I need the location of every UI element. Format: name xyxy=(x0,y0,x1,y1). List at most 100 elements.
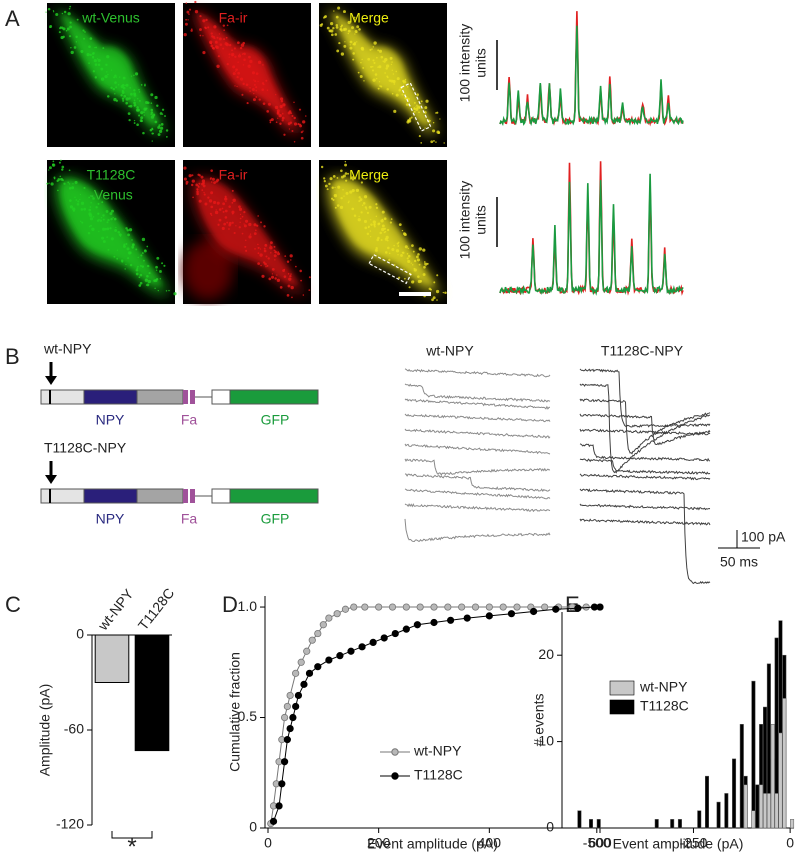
puncta xyxy=(197,173,200,176)
puncta xyxy=(151,140,153,142)
puncta xyxy=(203,193,206,196)
data-point xyxy=(596,603,604,611)
puncta xyxy=(224,42,228,46)
puncta xyxy=(328,182,331,186)
puncta xyxy=(290,112,293,114)
puncta xyxy=(125,83,129,87)
scale-label: 50 ms xyxy=(720,554,758,570)
puncta xyxy=(286,260,290,263)
puncta xyxy=(337,185,341,189)
puncta xyxy=(279,122,282,125)
puncta xyxy=(89,217,94,221)
puncta xyxy=(290,259,292,261)
puncta xyxy=(330,22,334,26)
puncta xyxy=(360,46,364,50)
puncta xyxy=(376,56,378,59)
puncta xyxy=(217,55,221,58)
puncta xyxy=(139,264,142,267)
puncta xyxy=(416,93,419,96)
puncta xyxy=(412,264,414,266)
puncta xyxy=(120,94,123,97)
puncta xyxy=(102,47,105,50)
puncta xyxy=(130,75,133,77)
x-tick-label: -500 xyxy=(583,835,611,851)
puncta xyxy=(200,175,204,179)
puncta xyxy=(444,291,447,295)
puncta xyxy=(154,120,158,124)
puncta xyxy=(293,116,296,120)
puncta xyxy=(95,46,98,49)
puncta xyxy=(266,89,269,91)
puncta xyxy=(238,226,241,229)
puncta xyxy=(127,233,130,237)
puncta xyxy=(122,245,126,248)
scale-label: 100 intensity xyxy=(457,24,473,103)
puncta xyxy=(386,87,389,91)
puncta xyxy=(396,77,400,81)
puncta xyxy=(56,179,59,183)
puncta xyxy=(249,233,252,235)
puncta xyxy=(69,25,72,29)
puncta xyxy=(213,200,217,205)
current-trace xyxy=(404,368,551,378)
puncta xyxy=(137,256,139,259)
puncta xyxy=(196,192,199,196)
data-point xyxy=(286,724,294,733)
puncta xyxy=(383,60,386,63)
puncta xyxy=(223,38,226,41)
legend-swatch xyxy=(609,680,635,696)
puncta xyxy=(218,33,221,35)
puncta xyxy=(273,249,276,252)
puncta xyxy=(145,278,148,280)
puncta xyxy=(249,86,251,89)
puncta xyxy=(407,254,411,258)
channel-label: T1128C xyxy=(87,167,136,183)
puncta xyxy=(48,169,50,171)
puncta xyxy=(369,48,372,51)
trace-title: T1128C-NPY xyxy=(601,343,684,359)
puncta xyxy=(375,215,378,218)
puncta xyxy=(323,177,326,180)
line-scan-trace xyxy=(499,173,684,296)
puncta xyxy=(398,223,402,227)
puncta xyxy=(424,106,428,110)
micrograph xyxy=(183,0,311,147)
puncta xyxy=(442,291,445,294)
histogram-bar xyxy=(766,793,771,829)
puncta xyxy=(131,245,135,249)
puncta xyxy=(260,221,262,224)
puncta xyxy=(46,182,49,185)
puncta xyxy=(358,28,361,31)
puncta xyxy=(435,289,440,294)
puncta xyxy=(231,201,234,204)
puncta xyxy=(344,161,347,163)
puncta xyxy=(226,63,229,66)
puncta xyxy=(260,264,262,267)
puncta xyxy=(288,128,291,130)
puncta xyxy=(128,97,131,100)
puncta xyxy=(349,46,353,50)
puncta xyxy=(231,221,234,224)
segment xyxy=(40,389,85,405)
puncta xyxy=(393,244,395,247)
puncta xyxy=(335,26,339,29)
puncta xyxy=(372,59,375,62)
current-trace xyxy=(579,413,711,446)
puncta xyxy=(210,44,214,48)
puncta xyxy=(210,205,214,209)
puncta xyxy=(372,220,376,224)
puncta xyxy=(432,129,436,133)
puncta xyxy=(106,55,110,59)
puncta xyxy=(89,206,92,208)
puncta xyxy=(113,97,117,102)
puncta xyxy=(102,227,106,231)
puncta xyxy=(57,189,59,192)
puncta xyxy=(393,83,396,85)
legend-label: wt-NPY xyxy=(413,743,462,759)
puncta xyxy=(391,61,393,63)
puncta xyxy=(204,26,207,29)
puncta xyxy=(415,255,419,259)
y-tick-label: -60 xyxy=(64,721,84,737)
puncta xyxy=(117,84,120,86)
puncta xyxy=(332,27,335,30)
